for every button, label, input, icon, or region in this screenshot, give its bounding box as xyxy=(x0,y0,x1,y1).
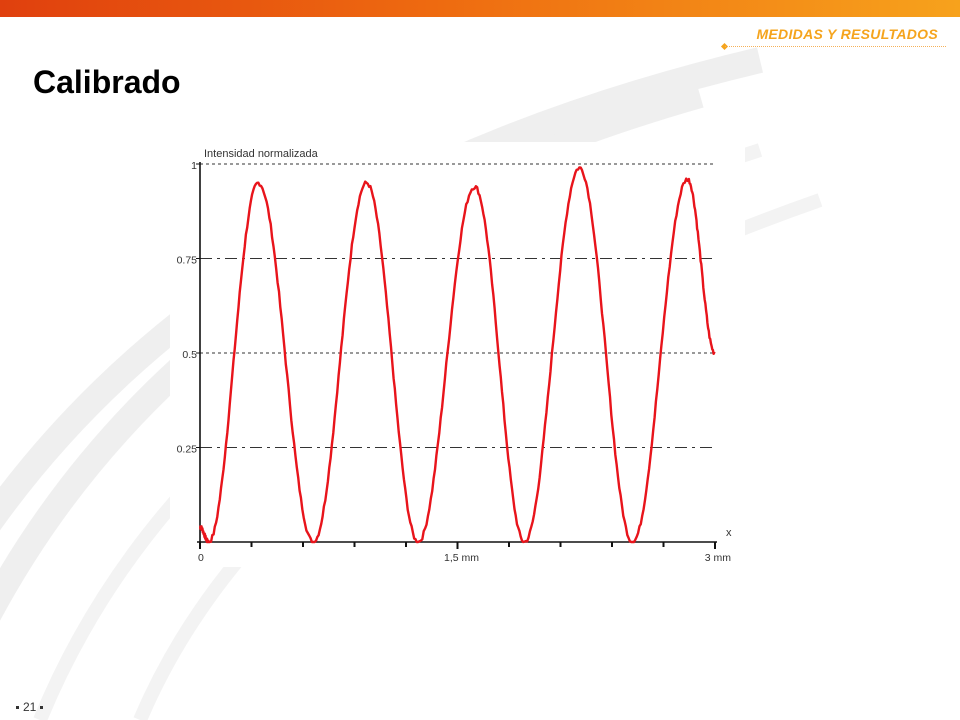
page-number: 21 xyxy=(12,700,47,714)
x-tick-label-1: 1,5 mm xyxy=(444,552,479,564)
top-accent-bar xyxy=(0,0,960,17)
x-tick-label-2: 3 mm xyxy=(705,552,732,564)
y-tick-label-3: 0.25 xyxy=(177,444,198,456)
y-axis-label: Intensidad normalizada xyxy=(204,148,319,160)
page-number-value: 21 xyxy=(23,700,37,714)
section-label: MEDIDAS Y RESULTADOS xyxy=(756,26,938,42)
bullet-right xyxy=(40,706,44,710)
x-axis-label: x xyxy=(726,527,732,539)
series-line xyxy=(199,166,716,544)
bullet-left xyxy=(16,706,19,710)
section-divider xyxy=(725,46,946,47)
y-tick-label-2: 0.5 xyxy=(182,349,197,361)
intensity-chart: 1 0.75 0.5 0.25 0 1,5 mm 3 mm Intensidad normal… xyxy=(177,148,732,564)
y-tick-label-1: 0.75 xyxy=(177,255,198,267)
y-tick-label-0: 1 xyxy=(191,160,197,172)
page-title: Calibrado xyxy=(33,64,181,100)
chart-panel: 1 0.75 0.5 0.25 0 1,5 mm 3 mm Intensidad normal… xyxy=(170,142,745,567)
x-tick-label-0: 0 xyxy=(198,552,204,564)
